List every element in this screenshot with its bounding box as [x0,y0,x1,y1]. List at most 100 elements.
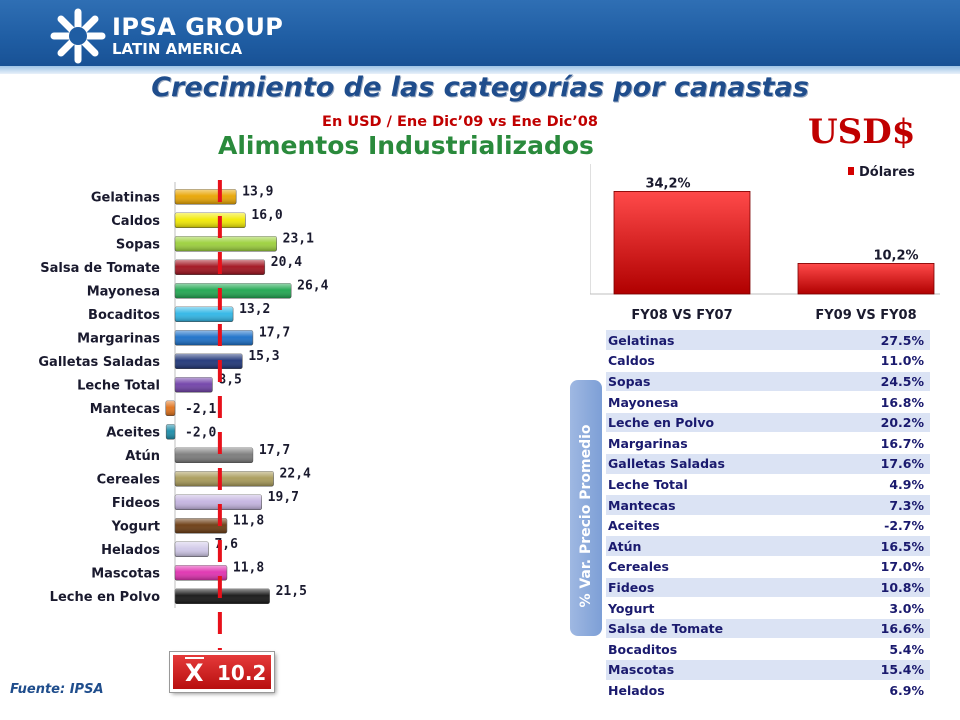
bar-value-label: 8,5 [218,372,241,387]
bar-value-label: 16,0 [251,208,282,223]
table-category-cell: Salsa de Tomate [606,618,836,640]
table-row: Atún 16.5% [606,535,930,558]
slide-title: Crecimiento de las categorías por canast… [151,72,809,103]
header-banner [0,0,960,72]
bar-value-label: 13,2 [239,302,270,317]
bar-highlight [175,588,270,604]
table-value-cell: 15.4% [835,659,930,681]
section-heading: Alimentos Industrializados [218,131,594,160]
bar-category-label: Gelatinas [91,190,160,205]
bar-value-label: 23,1 [283,231,314,246]
table-row: Aceites -2.7% [606,515,930,537]
slide-subtitle: En USD / Ene Dic’09 vs Ene Dic’08 [322,114,598,130]
bar-highlight [175,353,243,369]
table-row: Sopas 24.5% [606,371,930,393]
bar-highlight [175,565,227,581]
table-value-cell: 20.2% [835,412,930,434]
bar-value-label: 21,5 [276,584,307,599]
table-row: Leche en Polvo 20.2% [606,412,930,434]
bar-highlight [175,541,209,557]
table-category-cell: Leche en Polvo [606,412,836,434]
bar-highlight [175,518,227,534]
table-row: Mantecas 7.3% [606,494,930,516]
bar-highlight [175,283,292,299]
source-note: Fuente: IPSA [10,682,104,697]
table-value-cell: 16.7% [835,432,930,455]
table-value-cell: 5.4% [835,638,930,660]
table-value-cell: -2.7% [835,515,930,537]
bar-category-label: Cereales [97,472,161,487]
table-value-cell: 10.8% [835,577,930,599]
table-value-cell: 17.6% [835,453,930,475]
bar-category-label: Sopas [116,237,160,252]
table-row: Gelatinas 27.5% [606,330,930,352]
header-underline [0,66,960,74]
table-category-cell: Leche Total [606,474,836,496]
bar-highlight [175,377,213,393]
bar-category-label: Atún [125,449,160,464]
table-value-cell: 17.0% [835,556,930,578]
bar-category-label: Galletas Saladas [38,355,160,370]
bar-category-label: Mayonesa [87,284,160,299]
table-value-cell: 3.0% [835,597,930,619]
ipsa-logo-icon [50,8,106,64]
table-row: Fideos 10.8% [606,577,930,599]
bar-category-label: Mascotas [91,566,160,581]
table-row: Margarinas 16.7% [606,432,930,455]
bar-value-label: 20,4 [271,255,302,270]
table-value-cell: 16.8% [835,391,930,413]
table-row: Bocaditos 5.4% [606,638,930,660]
bar-category-label: Bocaditos [88,308,160,323]
table-category-cell: Bocaditos [606,638,836,660]
table-value-cell: 4.9% [835,474,930,496]
table-value-cell: 24.5% [835,371,930,393]
table-value-cell: 16.6% [835,618,930,640]
dollar-growth-column-chart: 34,2% FY08 VS FY07 10,2% FY09 VS FY08 Dólare… [590,164,940,323]
bar-value-label: 26,4 [297,278,328,293]
bar-value-label: 11,8 [233,560,264,575]
table-category-cell: Mascotas [606,659,836,681]
table-value-cell: 27.5% [835,330,930,352]
table-category-cell: Cereales [606,556,836,578]
bar-value-label: 13,9 [242,184,273,199]
bar-value-label: 11,8 [233,513,264,528]
bar-value-label: 19,7 [268,490,299,505]
bar-highlight [175,494,262,510]
column-value-label: 34,2% [645,176,690,191]
bar-highlight [166,424,175,440]
bar-category-label: Mantecas [90,402,160,417]
bar-category-label: Fideos [112,496,160,511]
table-row: Caldos 11.0% [606,350,930,372]
average-value: 10.2 [217,661,267,685]
column-category-label: FY09 VS FY08 [815,308,916,323]
bar-value-label: -2,0 [185,425,216,440]
bar-highlight [175,471,274,487]
bar-highlight [165,400,175,416]
table-row: Galletas Saladas 17.6% [606,453,930,475]
table-category-cell: Aceites [606,515,836,537]
table-row: Cereales 17.0% [606,556,930,578]
bar-highlight [175,306,234,322]
bar-category-label: Aceites [106,425,160,440]
logo-text-primary: IPSA GROUP [112,13,284,41]
bar-category-label: Helados [101,543,160,558]
table-row: Helados 6.9% [606,680,930,702]
table-category-cell: Galletas Saladas [606,453,836,475]
bar-highlight [175,330,253,346]
price-variation-label-box [570,380,602,636]
table-category-cell: Caldos [606,350,836,372]
bar-value-label: 17,7 [259,325,290,340]
table-category-cell: Fideos [606,577,836,599]
average-symbol: X [185,657,204,687]
bar-value-label: 15,3 [248,349,279,364]
table-value-cell: 11.0% [835,350,930,372]
legend-label: Dólares [859,165,915,180]
bar-highlight [175,189,237,205]
table-category-cell: Mantecas [606,494,836,516]
table-row: Mayonesa 16.8% [606,391,930,413]
table-row: Yogurt 3.0% [606,597,930,619]
table-category-cell: Helados [606,680,836,702]
average-badge: X 10.2 [169,651,275,693]
table-category-cell: Sopas [606,371,836,393]
table-category-cell: Gelatinas [606,330,836,352]
